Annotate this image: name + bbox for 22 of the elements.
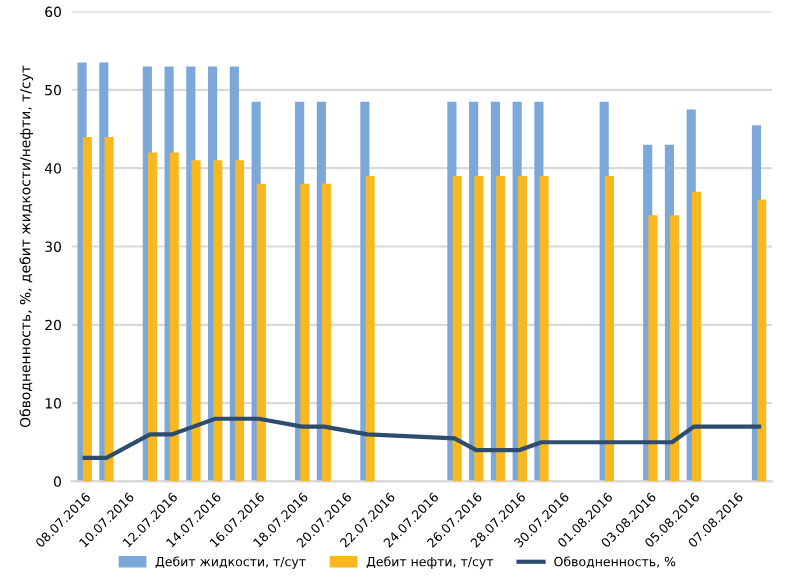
bar — [191, 160, 201, 482]
bar — [213, 160, 223, 482]
bar — [365, 176, 375, 482]
bar — [670, 215, 680, 482]
bar — [235, 160, 245, 482]
bar — [757, 199, 767, 482]
bar — [104, 136, 114, 482]
bar — [496, 176, 506, 482]
bar — [148, 152, 158, 482]
bar — [300, 183, 310, 482]
bar — [322, 183, 332, 482]
bar — [169, 152, 179, 482]
bar — [517, 176, 527, 482]
line-series — [82, 416, 762, 460]
bar — [452, 176, 462, 482]
bar — [82, 136, 92, 482]
bar — [691, 191, 701, 482]
bar — [648, 215, 658, 482]
bar — [474, 176, 484, 482]
bar — [604, 176, 614, 482]
bar — [539, 176, 549, 482]
bar — [256, 183, 266, 482]
